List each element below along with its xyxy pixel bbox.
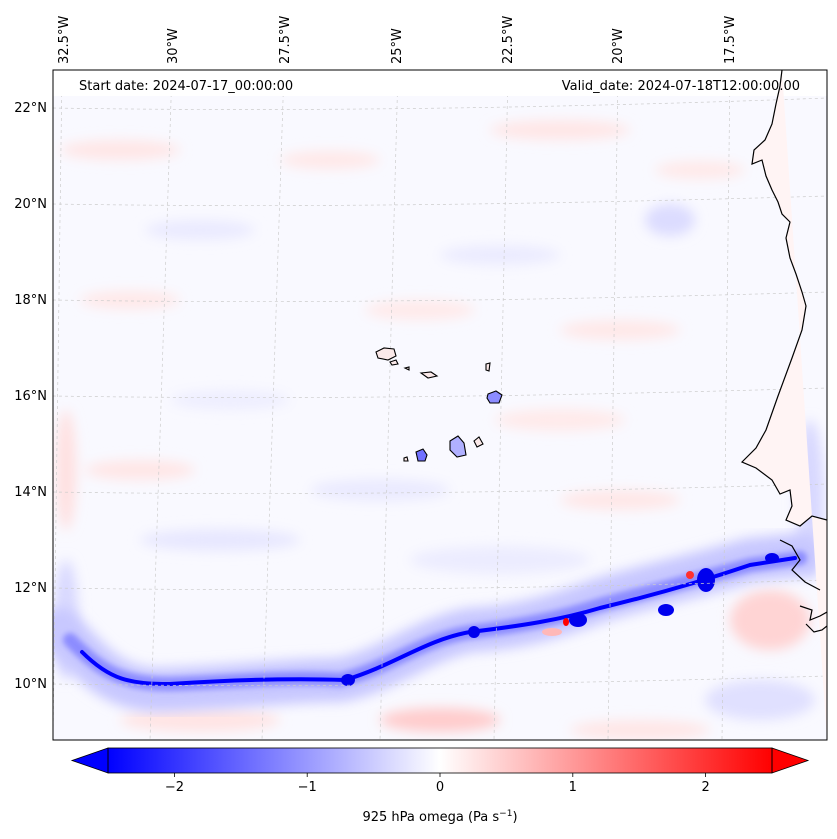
lat-tick-label: 20°N: [14, 197, 47, 212]
lat-tick-label: 18°N: [14, 293, 47, 308]
lat-tick-label: 22°N: [14, 101, 47, 116]
header-strip: [53, 70, 827, 96]
colorbar-min-extend: [70, 747, 109, 774]
lon-tick-label: 32.5°W: [57, 16, 72, 64]
latitude-tick-labels: 22°N 20°N 18°N 16°N 14°N 12°N 10°N: [14, 101, 47, 692]
map-frame: [52, 69, 828, 741]
colorbar-tick-label: 1: [569, 780, 577, 795]
lat-tick-label: 14°N: [14, 485, 47, 500]
colorbar-tick-label: −2: [165, 780, 184, 795]
colorbar-max-extend: [771, 747, 810, 774]
lon-tick-label: 20°W: [611, 28, 626, 64]
lon-tick-label: 22.5°W: [501, 16, 516, 64]
colorbar-tick-label: −1: [298, 780, 317, 795]
colorbar-label: 925 hPa omega (Pa s−1): [362, 809, 517, 825]
lat-tick-label: 12°N: [14, 581, 47, 596]
omega-field-pattern: [54, 120, 824, 740]
lon-tick-label: 27.5°W: [278, 16, 293, 64]
colorbar-ticks: −2 −1 0 1 2: [165, 773, 710, 795]
africa-coast: [740, 70, 827, 740]
longitude-tick-labels: 32.5°W 30°W 27.5°W 25°W 22.5°W 20°W 17.5…: [57, 16, 738, 64]
colorbar: −2 −1 0 1 2 925 hPa omega (Pa s−1): [70, 747, 810, 825]
start-date-label: Start date: 2024-07-17_00:00:00: [79, 79, 293, 94]
lat-tick-label: 16°N: [14, 389, 47, 404]
map-panel: [53, 70, 827, 740]
lat-tick-label: 10°N: [14, 677, 47, 692]
colorbar-tick-label: 2: [701, 780, 709, 795]
lon-tick-label: 17.5°W: [723, 16, 738, 64]
graticule: [53, 70, 827, 740]
valid-date-label: Valid_date: 2024-07-18T12:00:00.00: [562, 79, 800, 94]
colorbar-label-exponent: −1: [499, 809, 512, 819]
lon-tick-label: 25°W: [390, 28, 405, 64]
cape-verde-islands: [375, 347, 503, 462]
colorbar-tick-label: 0: [436, 780, 444, 795]
convergence-band: [53, 533, 822, 713]
lon-tick-label: 30°W: [166, 28, 181, 64]
colorbar-body: [108, 748, 772, 773]
